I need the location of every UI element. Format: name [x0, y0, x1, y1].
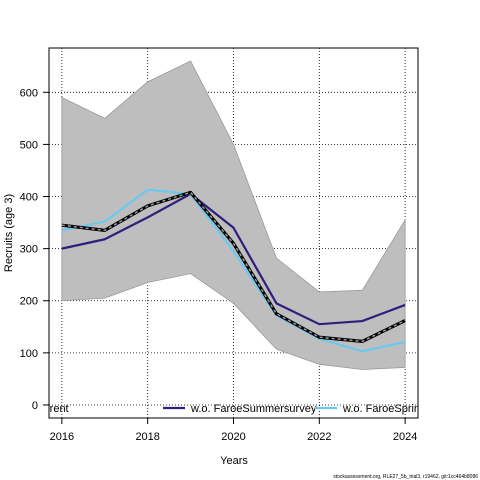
y-tick-label-200: 200	[20, 296, 38, 308]
y-tick-label-500: 500	[20, 139, 38, 151]
series-layer	[61, 188, 406, 353]
x-tick-label-2022: 2022	[307, 431, 331, 443]
x-tick-label-2016: 2016	[50, 431, 74, 443]
series-line-rrent	[61, 191, 406, 343]
legend-label-faroespring: w.o. FaroeSpring	[342, 403, 426, 415]
y-tick-label-600: 600	[20, 87, 38, 99]
series-line-w-o-faroesummersurvey	[61, 192, 406, 326]
x-tick-label-2020: 2020	[221, 431, 245, 443]
x-tick-label-2024: 2024	[393, 431, 417, 443]
legend-label-faroesummersurvey: w.o. FaroeSummersurvey	[190, 403, 317, 415]
confidence-band	[61, 60, 406, 370]
confidence-band-layer	[61, 60, 406, 370]
y-tick-label-0: 0	[32, 400, 38, 412]
y-tick-label-300: 300	[20, 244, 38, 256]
series-line-w-o-faroespring	[61, 188, 406, 353]
x-tick-label-2018: 2018	[135, 431, 159, 443]
y-axis-title: Recruits (age 3)	[3, 194, 15, 272]
y-tick-label-100: 100	[20, 348, 38, 360]
footer-source: stockassessment.org, RLE27_5b_trial3, r1…	[333, 474, 478, 480]
legend-items: rrent w.o. FaroeSummersurvey w.o. FaroeSpr…	[46, 403, 426, 415]
legend-label-rrent: rrent	[46, 403, 69, 415]
y-tick-label-400: 400	[20, 192, 38, 204]
legend: rrent w.o. FaroeSummersurvey w.o. FaroeSpr…	[46, 403, 426, 415]
x-axis-title: Years	[220, 455, 248, 467]
axes: 2016 2018 2020 2022 2024 0 100 200 300 400 500 600	[20, 87, 418, 443]
